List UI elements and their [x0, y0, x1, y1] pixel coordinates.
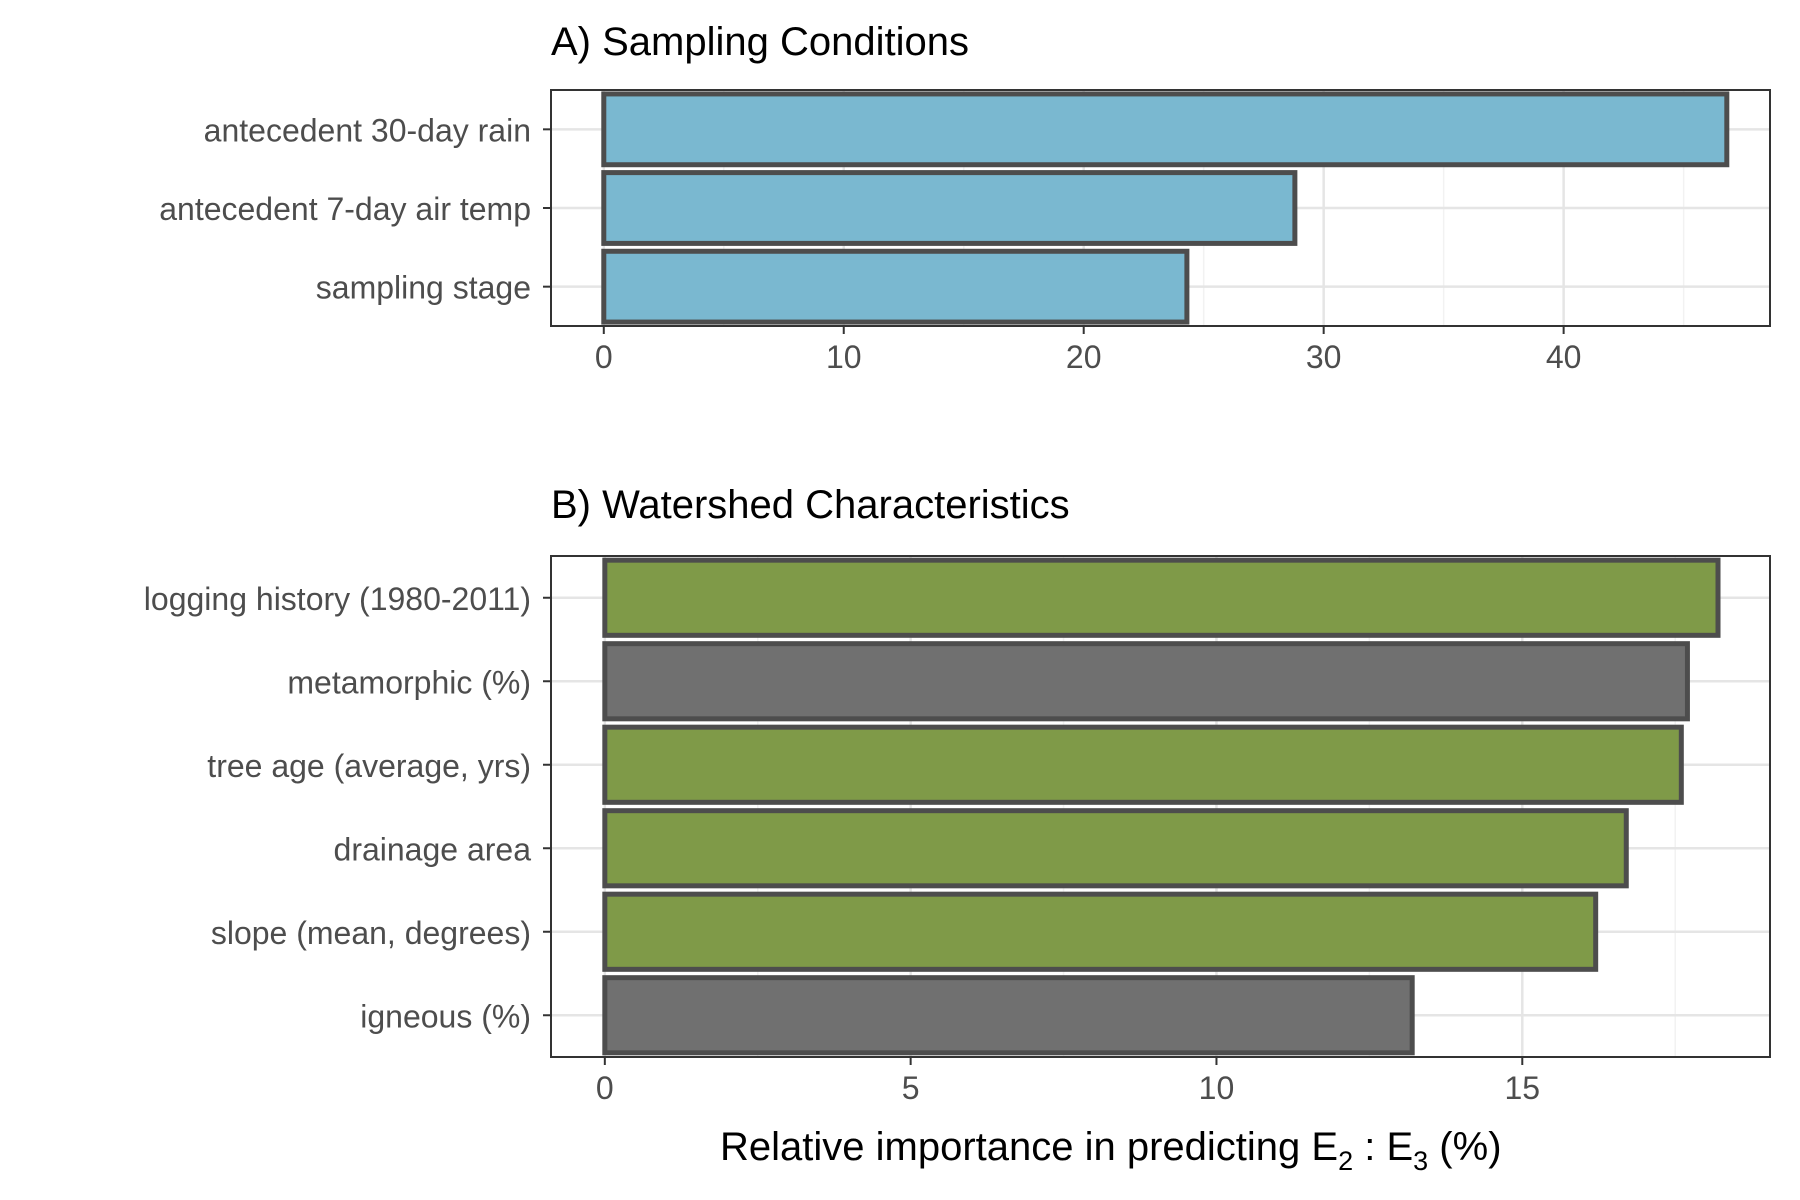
x-tick-label: 10: [826, 339, 862, 375]
x-axis-label-sub2: 3: [1413, 1146, 1428, 1176]
x-axis-label-sep: : E: [1353, 1125, 1413, 1169]
x-tick-label: 0: [595, 339, 613, 375]
panel-a-bars: [601, 91, 1730, 325]
x-tick-label: 30: [1306, 339, 1342, 375]
bar: [602, 808, 1629, 889]
y-tick-label: drainage area: [334, 831, 532, 867]
bar: [601, 248, 1190, 325]
x-tick-label: 10: [1199, 1070, 1235, 1106]
panel-a-title: A) Sampling Conditions: [551, 20, 969, 64]
x-axis-label-main: Relative importance in predicting E: [720, 1125, 1338, 1169]
x-tick-label: 5: [902, 1070, 920, 1106]
bar: [602, 641, 1690, 722]
y-tick-label: slope (mean, degrees): [211, 915, 531, 951]
y-tick-label: sampling stage: [316, 270, 531, 306]
x-tick-label: 40: [1546, 339, 1582, 375]
bar: [602, 975, 1415, 1056]
x-axis-label: Relative importance in predicting E2 : E…: [720, 1125, 1502, 1176]
panel-b-watershed-characteristics: B) Watershed Characteristics logging his…: [144, 483, 1771, 1106]
panel-b-title: B) Watershed Characteristics: [551, 483, 1070, 527]
bar: [602, 557, 1721, 638]
y-tick-label: igneous (%): [360, 998, 531, 1034]
panel-a-x-axis: 0 10 20 30 40: [595, 326, 1582, 375]
panel-a-sampling-conditions: A) Sampling Conditions antecedent 30-day…: [159, 20, 1771, 375]
bar: [602, 891, 1599, 972]
bar: [602, 724, 1684, 805]
bar: [601, 170, 1298, 246]
panel-a-y-axis: antecedent 30-day rain antecedent 7-day a…: [159, 112, 551, 306]
x-tick-label: 20: [1066, 339, 1102, 375]
panel-b-frame: [550, 555, 1771, 1058]
panel-b-y-axis: logging history (1980-2011) metamorphic (…: [144, 581, 551, 1034]
y-tick-label: antecedent 7-day air temp: [159, 191, 531, 227]
y-tick-label: metamorphic (%): [287, 664, 531, 700]
y-tick-label: tree age (average, yrs): [207, 748, 531, 784]
y-tick-label: antecedent 30-day rain: [204, 112, 531, 148]
panel-b-x-axis: 0 5 10 15: [596, 1057, 1540, 1106]
x-axis-label-sub1: 2: [1338, 1146, 1353, 1176]
x-axis-label-tail: (%): [1428, 1125, 1501, 1169]
x-tick-label: 15: [1504, 1070, 1540, 1106]
x-tick-label: 0: [596, 1070, 614, 1106]
bar: [601, 91, 1730, 168]
panel-b-bars: [602, 557, 1721, 1056]
y-tick-label: logging history (1980-2011): [144, 581, 531, 617]
